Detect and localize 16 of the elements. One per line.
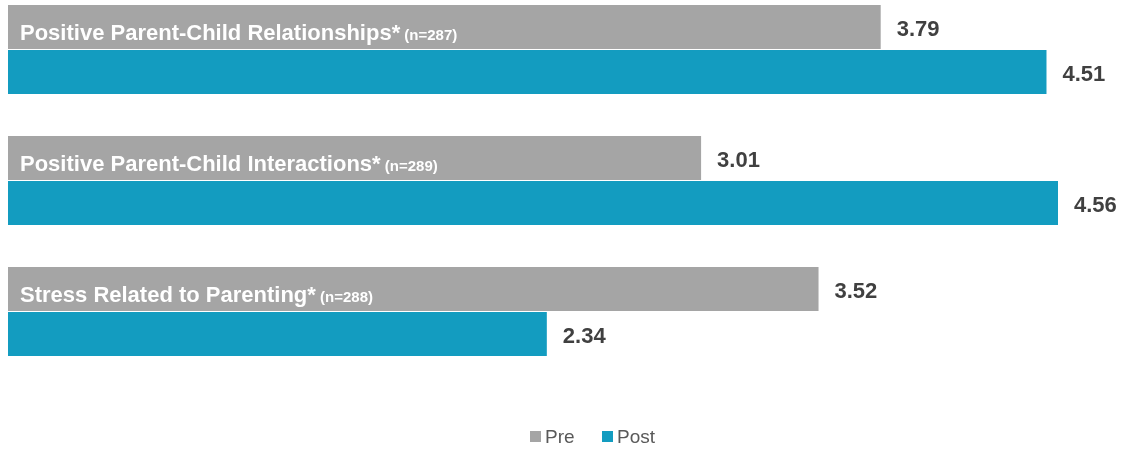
y-tick-label: Positive Parent-Child Relationships* (n=287) [20, 20, 458, 45]
bar [8, 267, 819, 311]
data-label: 3.01 [717, 146, 760, 172]
data-label: 4.56 [1074, 191, 1117, 217]
y-tick-label: Positive Parent-Child Interactions* (n=289) [20, 151, 438, 176]
data-label: 3.52 [834, 277, 878, 303]
bar [8, 50, 1047, 94]
data-label: 2.34 [562, 322, 607, 348]
bar [8, 5, 881, 49]
data-label: 4.51 [1062, 60, 1106, 86]
legend-label: Pre [545, 426, 575, 447]
bar [8, 312, 547, 356]
legend-label: Post [617, 426, 656, 447]
data-label: 3.79 [896, 15, 940, 41]
y-tick-label: Stress Related to Parenting* (n=288) [20, 282, 373, 307]
bar [8, 181, 1058, 225]
